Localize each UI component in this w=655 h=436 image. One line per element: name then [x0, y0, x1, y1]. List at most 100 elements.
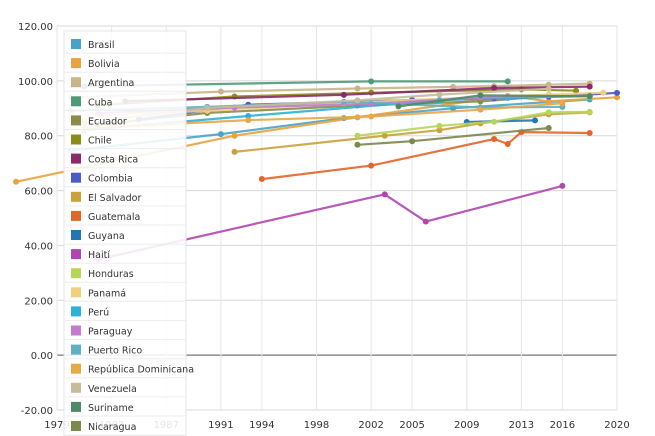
data-point	[436, 127, 443, 134]
data-point	[231, 148, 238, 155]
legend-label: Ecuador	[88, 116, 127, 127]
legend-label: Cuba	[88, 97, 113, 108]
y-tick-label: 40.00	[24, 241, 53, 252]
series-line	[261, 130, 590, 181]
data-point	[245, 117, 252, 124]
data-point	[381, 191, 388, 198]
y-tick-label: 100.00	[18, 77, 53, 88]
data-point	[586, 83, 593, 90]
legend-swatch	[71, 230, 81, 240]
x-tick-label: 1991	[208, 420, 233, 431]
data-point	[204, 105, 211, 112]
legend-label: Honduras	[88, 269, 134, 280]
data-point	[354, 141, 361, 148]
data-point	[354, 85, 361, 92]
data-point	[354, 132, 361, 139]
legend-swatch	[71, 58, 81, 69]
x-tick-label: 2016	[550, 420, 575, 431]
legend-label: Haití	[88, 250, 110, 261]
y-axis-ticks: 120.00 100.00 80.00 60.00 40.00 20.00 0.00 -20.…	[18, 22, 53, 417]
legend[interactable]: Brasil Bolivia Argentina Cuba Ecuador Chile Co…	[63, 30, 194, 436]
data-point	[545, 85, 552, 92]
y-tick-label: 0.00	[31, 351, 53, 362]
data-point	[477, 92, 484, 99]
data-point	[477, 106, 484, 113]
data-point	[614, 94, 620, 101]
data-point	[422, 218, 429, 225]
legend-label: República Dominicana	[88, 365, 194, 376]
x-tick-label: 1998	[304, 420, 329, 431]
legend-swatch	[71, 115, 81, 126]
x-tick-label: 2005	[399, 420, 424, 431]
x-tick-label: 2009	[454, 420, 479, 431]
data-point	[559, 182, 566, 189]
legend-swatch	[71, 325, 81, 336]
legend-swatch	[71, 210, 81, 221]
legend-swatch	[71, 344, 81, 355]
legend-label: Costa Rica	[88, 155, 138, 166]
data-point	[340, 91, 347, 98]
legend-swatch	[71, 421, 81, 431]
x-tick-label: 1994	[249, 420, 274, 431]
legend-swatch	[71, 363, 81, 374]
data-point	[13, 178, 20, 185]
data-point	[532, 117, 539, 124]
legend-swatch	[71, 306, 81, 317]
legend-label: El Salvador	[88, 193, 141, 204]
y-tick-label: 120.00	[18, 22, 53, 33]
legend-label: Chile	[88, 136, 112, 147]
legend-label: Bolivia	[88, 59, 120, 70]
data-point	[354, 97, 361, 104]
data-point	[586, 108, 593, 115]
data-point	[586, 93, 593, 100]
legend-swatch	[71, 401, 81, 412]
x-tick-label: 2020	[604, 420, 629, 431]
data-point	[450, 83, 457, 90]
legend-label: Puerto Rico	[88, 346, 142, 357]
y-tick-label: -20.00	[21, 406, 53, 417]
y-tick-label: 80.00	[24, 132, 53, 143]
data-point	[545, 125, 552, 132]
legend-swatch	[71, 39, 81, 49]
data-point	[600, 89, 607, 96]
legend-label: Guyana	[88, 231, 125, 242]
data-point	[504, 78, 511, 85]
data-point	[245, 112, 252, 119]
data-point	[217, 88, 224, 95]
legend-swatch	[71, 96, 81, 107]
legend-label: Nicaragua	[88, 422, 136, 433]
data-point	[586, 129, 593, 136]
y-tick-label: 60.00	[24, 187, 53, 198]
x-tick-label: 2013	[509, 420, 534, 431]
legend-swatch	[71, 77, 81, 88]
data-point	[491, 118, 498, 125]
legend-label: Brasil	[88, 40, 114, 51]
legend-swatch	[71, 153, 81, 164]
legend-label: Perú	[88, 307, 109, 318]
data-point	[559, 100, 566, 107]
data-point	[395, 103, 402, 110]
legend-label: Argentina	[88, 78, 134, 89]
data-point	[545, 98, 552, 105]
series-line	[97, 184, 563, 261]
legend-swatch	[71, 172, 81, 183]
legend-box	[63, 30, 187, 436]
legend-label: Suriname	[88, 403, 134, 414]
data-point	[573, 87, 580, 94]
data-point	[436, 91, 443, 98]
data-point	[504, 140, 511, 147]
data-point	[368, 113, 375, 120]
data-point	[614, 89, 620, 96]
legend-swatch	[71, 191, 81, 202]
series-line	[15, 94, 618, 183]
x-tick-label: 2002	[358, 420, 383, 431]
legend-label: Venezuela	[88, 384, 137, 395]
legend-label: Guatemala	[88, 212, 140, 223]
data-point	[217, 131, 224, 138]
data-point	[381, 132, 388, 139]
data-point	[491, 136, 498, 143]
data-point	[545, 109, 552, 116]
legend-label: Colombia	[88, 174, 133, 185]
data-point	[231, 132, 238, 139]
